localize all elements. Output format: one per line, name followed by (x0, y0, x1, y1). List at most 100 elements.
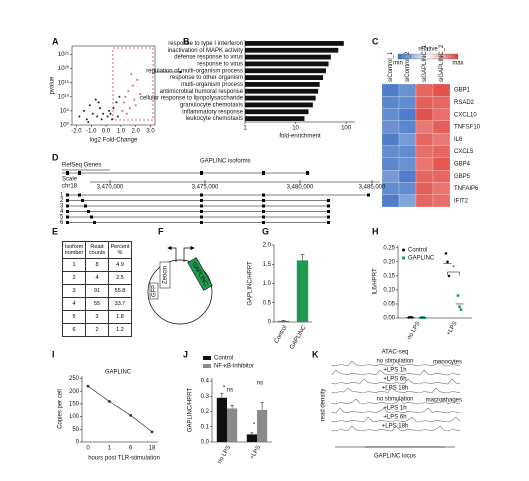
point (446, 260, 449, 264)
exon (306, 171, 309, 175)
point (107, 399, 111, 403)
exon (78, 193, 81, 197)
panel-letter: D (52, 152, 59, 162)
track-label: +LPS 6h (383, 415, 406, 421)
heatmap-cell (381, 157, 400, 171)
coverage-track (331, 407, 461, 414)
category-label: inactivation of MAPK activity (168, 48, 243, 54)
table-cell: 2.5 (108, 271, 132, 285)
point (125, 112, 128, 115)
exon (78, 171, 81, 175)
point (130, 73, 133, 76)
chart-title: GAPLINC (105, 370, 132, 376)
isoform-label: 3 (60, 204, 64, 210)
y-tick-label: 0.4 (201, 379, 210, 385)
category-label: response to other organism (170, 75, 243, 81)
coverage-track (331, 398, 461, 405)
category-label: granulocyte chemotaxis (180, 102, 243, 108)
element-box (159, 261, 171, 289)
point (100, 118, 103, 121)
y-axis-label: GAPLINC/HPRT (248, 261, 254, 306)
panel-letter: A (52, 36, 59, 46)
y-tick-label: 10⁵ (60, 107, 70, 114)
panel-letter: C (372, 36, 379, 46)
track-label: +LPS 6h (383, 377, 406, 383)
row-label: GBP5 (454, 174, 471, 180)
heatmap-cell (415, 170, 434, 183)
x-tick-label: 1 (243, 126, 247, 132)
point (111, 118, 114, 121)
group-label: macrophages (426, 398, 462, 404)
coverage-track (331, 360, 461, 367)
point (116, 115, 119, 118)
panel-letter: B (183, 36, 190, 46)
heatmap-cell (381, 96, 400, 109)
coordinate-label: 3,470,000 (97, 185, 124, 191)
plasmid-element: Zeocin (159, 261, 171, 289)
exon (200, 221, 203, 224)
table-cell: Read counts (85, 241, 109, 259)
plasmid (147, 259, 213, 325)
atac-title: ATAC-seq (382, 350, 409, 356)
category-label: inflammatory response (182, 109, 243, 115)
row-label: IFIT2 (454, 198, 469, 204)
table-row: Isoform number Read counts Percent % (62, 241, 132, 259)
x-tick-label: GAPLINC (289, 324, 308, 350)
bar (246, 434, 257, 442)
colorbar-max: max (452, 61, 463, 67)
table-cell: 5 (62, 310, 86, 324)
heatmap-cell (415, 194, 434, 208)
point (118, 95, 121, 98)
table-row: 2 4 2.5 (62, 271, 132, 285)
point (86, 384, 90, 388)
column-label: siGAPLINC_2 (439, 44, 445, 82)
table-row: 5 3 1.8 (62, 310, 132, 324)
isoform-label: 5 (60, 215, 64, 221)
category-label: antimicrobial humoral response (160, 89, 244, 95)
row-label: TNFSF10 (454, 125, 481, 131)
table-cell: 2 (62, 271, 86, 285)
x-tick-label: 3.0 (146, 129, 155, 135)
row-label: CXCL5 (454, 149, 474, 155)
legend-marker (402, 256, 405, 260)
exon (87, 210, 90, 213)
bar (227, 408, 238, 442)
row-label: CXCL10 (454, 112, 477, 118)
x-axis-label: log2 Fold-Change (90, 138, 138, 144)
x-tick-label: +LPS (446, 321, 459, 337)
heatmap-cell (381, 170, 400, 183)
exon (262, 171, 265, 175)
coverage-track (331, 369, 461, 376)
heatmap-cell (381, 145, 400, 158)
heatmap-cell (415, 96, 434, 109)
promoter-arrow (167, 245, 177, 262)
y-tick-label: 1.5 (263, 262, 272, 268)
y-tick-label: 1.0 (263, 281, 272, 287)
y-tick-label: 0.20 (383, 259, 395, 265)
legend-marker (203, 364, 211, 368)
coordinate-label: 3,485,000 (359, 185, 386, 191)
y-tick-label: 0.15 (383, 273, 395, 279)
colorbar-min: min (393, 61, 403, 67)
table-cell: 91 (85, 284, 109, 298)
element-box (149, 282, 159, 300)
x-tick-label: 18 (149, 446, 156, 452)
bar (245, 88, 319, 94)
y-tick-label: 10²⁵ (58, 51, 70, 58)
heatmap-cell (415, 157, 434, 171)
heatmap-cell (398, 120, 417, 134)
plasmid-element: GFP (149, 282, 159, 300)
point (102, 112, 105, 115)
heatmap-cell (381, 108, 400, 121)
point (459, 308, 463, 311)
exon (327, 204, 330, 208)
exon (93, 221, 96, 224)
promoter-arrow (183, 245, 195, 262)
heatmap-cell (432, 96, 451, 109)
x-axis-label: GAPLINC locus (374, 454, 416, 460)
point (78, 115, 81, 118)
group-label: monocytes (433, 360, 462, 366)
x-axis-label: hours post TLR-stimulation (88, 456, 160, 462)
x-tick-label: 0.0 (102, 129, 111, 135)
